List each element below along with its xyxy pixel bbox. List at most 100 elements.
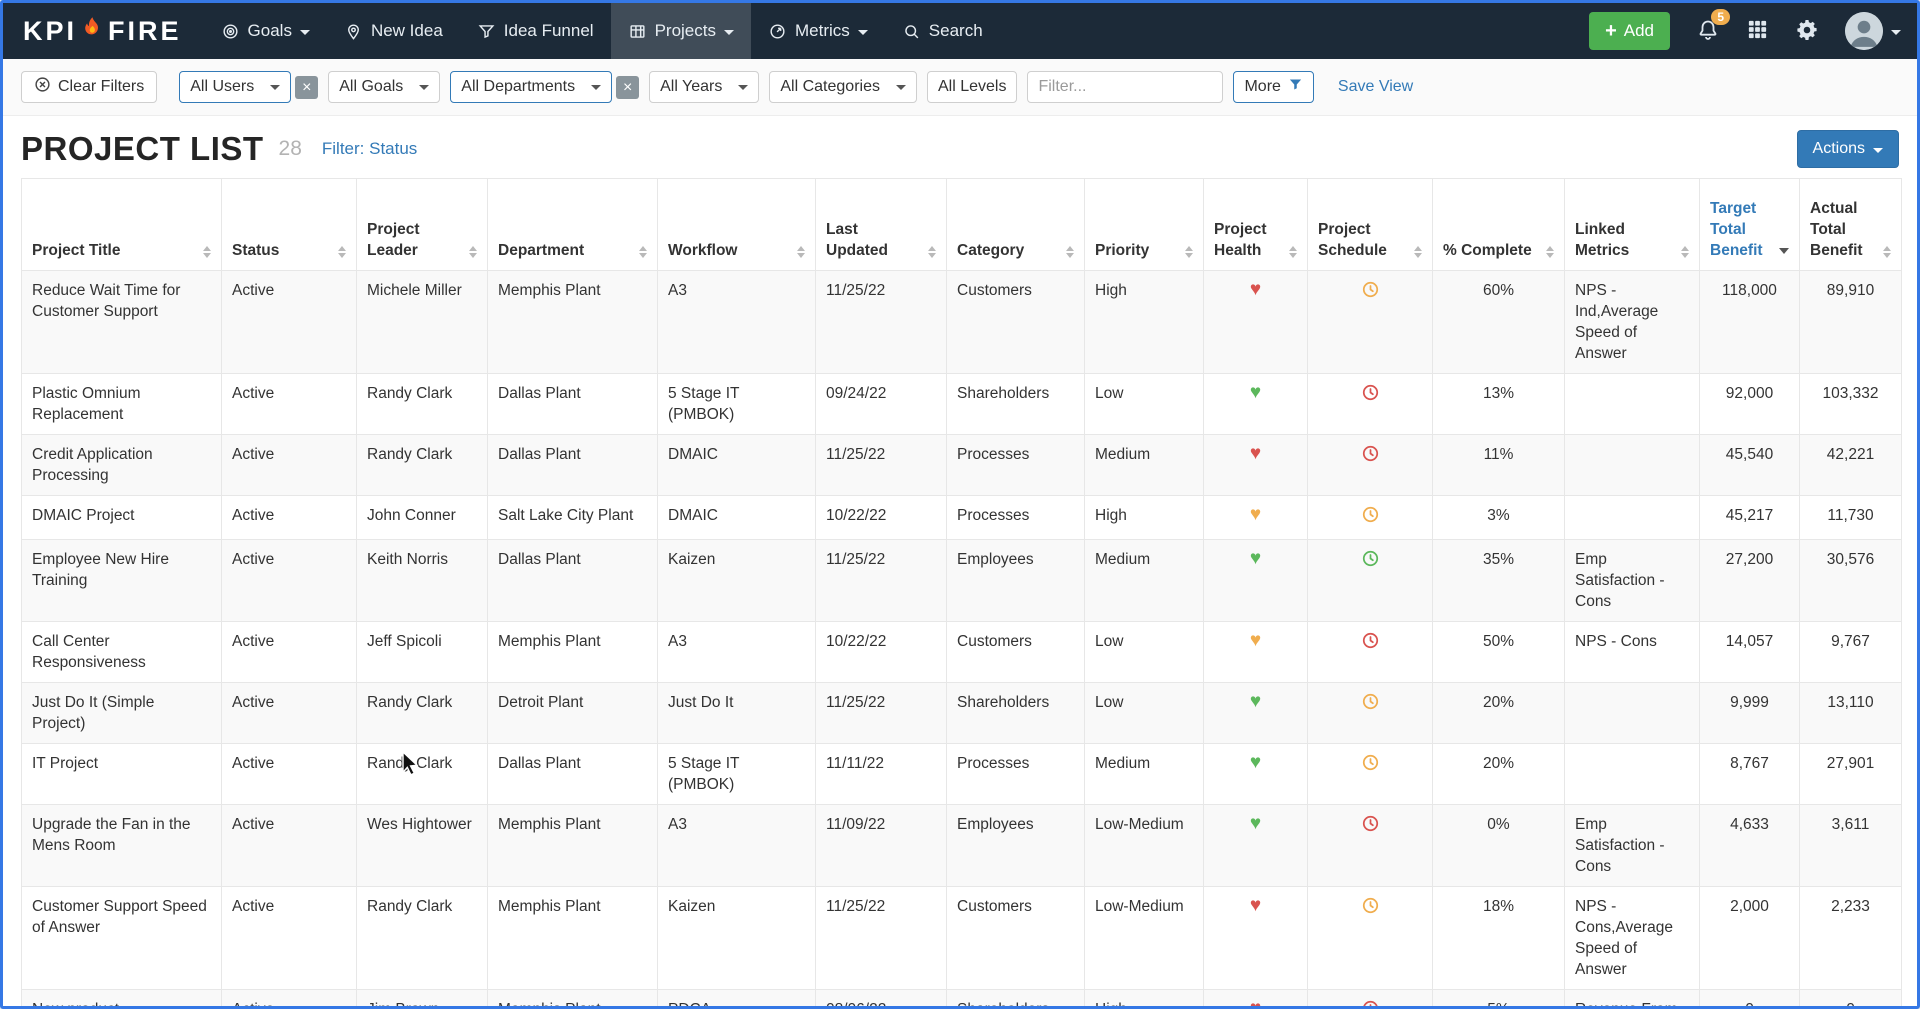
project-row[interactable]: Upgrade the Fan in the Mens Room Active … [21, 804, 1902, 887]
main-navigation: Goals New Idea Idea Funnel Projects [204, 3, 1000, 59]
cell-project-title[interactable]: Customer Support Speed of Answer [21, 886, 222, 990]
cell-project-title[interactable]: Upgrade the Fan in the Mens Room [21, 804, 222, 887]
sort-icon[interactable] [1681, 246, 1689, 261]
cell-project-title[interactable]: Plastic Omnium Replacement [21, 373, 222, 435]
project-row[interactable]: Customer Support Speed of Answer Active … [21, 886, 1902, 990]
sort-icon[interactable] [338, 246, 346, 261]
project-schedule-clock-icon[interactable] [1361, 444, 1380, 463]
project-health-heart-icon[interactable]: ♥ [1249, 443, 1262, 464]
nav-idea-funnel[interactable]: Idea Funnel [460, 3, 611, 59]
settings-button[interactable] [1795, 18, 1819, 45]
project-health-heart-icon[interactable]: ♥ [1249, 382, 1262, 403]
sort-icon[interactable] [1779, 248, 1789, 261]
column-header[interactable]: Target Total Benefit [1699, 178, 1800, 271]
sort-icon[interactable] [469, 246, 477, 261]
cell-project-title[interactable]: New product development Project [21, 989, 222, 1006]
column-header[interactable]: % Complete [1432, 178, 1565, 271]
project-row[interactable]: Employee New Hire Training Active Keith … [21, 539, 1902, 622]
project-row[interactable]: Call Center Responsiveness Active Jeff S… [21, 621, 1902, 683]
sort-icon[interactable] [1185, 246, 1193, 261]
sort-icon[interactable] [639, 246, 647, 261]
sort-icon[interactable] [1066, 246, 1074, 261]
cell-project-title[interactable]: Credit Application Processing [21, 434, 222, 496]
add-button[interactable]: + Add [1589, 12, 1670, 50]
sort-icon[interactable] [1289, 246, 1297, 261]
cell-project-title[interactable]: Reduce Wait Time for Customer Support [21, 270, 222, 374]
project-row[interactable]: DMAIC Project Active John Conner Salt La… [21, 495, 1902, 540]
nav-metrics[interactable]: Metrics [751, 3, 885, 59]
sort-icon[interactable] [203, 246, 211, 261]
project-row[interactable]: New product development Project Active J… [21, 989, 1902, 1009]
users-filter-select[interactable]: All Users [179, 71, 292, 103]
column-header[interactable]: Priority [1084, 178, 1204, 271]
project-schedule-clock-icon[interactable] [1361, 753, 1380, 772]
project-health-heart-icon[interactable]: ♥ [1249, 279, 1262, 300]
user-menu[interactable] [1845, 12, 1901, 50]
actions-button[interactable]: Actions [1796, 130, 1899, 168]
project-schedule-clock-icon[interactable] [1361, 280, 1380, 299]
project-row[interactable]: Plastic Omnium Replacement Active Randy … [21, 373, 1902, 435]
project-row[interactable]: IT Project Active Randy Clark Dallas Pla… [21, 743, 1902, 805]
goals-filter-select[interactable]: All Goals [328, 71, 441, 103]
project-schedule-clock-icon[interactable] [1361, 549, 1380, 568]
column-header[interactable]: Actual Total Benefit [1799, 178, 1902, 271]
project-schedule-clock-icon[interactable] [1361, 505, 1380, 524]
project-row[interactable]: Credit Application Processing Active Ran… [21, 434, 1902, 496]
column-header[interactable]: Project Schedule [1307, 178, 1433, 271]
cell-project-title[interactable]: Employee New Hire Training [21, 539, 222, 622]
years-filter-select[interactable]: All Years [649, 71, 760, 103]
column-header[interactable]: Department [487, 178, 658, 271]
column-header[interactable]: Workflow [657, 178, 816, 271]
project-health-heart-icon[interactable]: ♥ [1249, 630, 1262, 651]
project-health-heart-icon[interactable]: ♥ [1249, 998, 1262, 1009]
project-schedule-clock-icon[interactable] [1361, 896, 1380, 915]
column-header[interactable]: Category [946, 178, 1085, 271]
sort-icon[interactable] [928, 246, 936, 261]
column-header[interactable]: Project Leader [356, 178, 488, 271]
notifications-button[interactable]: 5 [1696, 8, 1730, 45]
cell-project-title[interactable]: DMAIC Project [21, 495, 222, 540]
sort-icon[interactable] [1883, 246, 1891, 261]
project-schedule-clock-icon[interactable] [1361, 692, 1380, 711]
project-row[interactable]: Just Do It (Simple Project) Active Randy… [21, 682, 1902, 744]
project-schedule-clock-icon[interactable] [1361, 999, 1380, 1006]
nav-new-idea[interactable]: New Idea [327, 3, 460, 59]
cell-project-title[interactable]: IT Project [21, 743, 222, 805]
column-header[interactable]: Linked Metrics [1564, 178, 1700, 271]
sort-icon[interactable] [1414, 246, 1422, 261]
departments-filter-select[interactable]: All Departments [450, 71, 613, 103]
more-filters-button[interactable]: More [1233, 71, 1314, 103]
active-filter-info[interactable]: Filter: Status [321, 139, 418, 158]
sort-icon[interactable] [1546, 246, 1554, 261]
clear-departments-filter-button[interactable]: × [616, 75, 640, 99]
column-header[interactable]: Project Health [1203, 178, 1308, 271]
cell-project-title[interactable]: Just Do It (Simple Project) [21, 682, 222, 744]
cell-project-title[interactable]: Call Center Responsiveness [21, 621, 222, 683]
column-header[interactable]: Status [221, 178, 357, 271]
clear-users-filter-button[interactable]: × [295, 75, 319, 99]
project-schedule-clock-icon[interactable] [1361, 814, 1380, 833]
project-schedule-clock-icon[interactable] [1361, 383, 1380, 402]
categories-filter-select[interactable]: All Categories [769, 71, 917, 103]
clear-filters-button[interactable]: Clear Filters [21, 71, 158, 103]
project-schedule-clock-icon[interactable] [1361, 631, 1380, 650]
save-view-link[interactable]: Save View [1337, 78, 1414, 95]
nav-search[interactable]: Search [885, 3, 1000, 59]
project-health-heart-icon[interactable]: ♥ [1249, 813, 1262, 834]
sort-icon[interactable] [797, 246, 805, 261]
nav-projects[interactable]: Projects [610, 3, 751, 59]
project-health-heart-icon[interactable]: ♥ [1249, 548, 1262, 569]
filter-text-input[interactable] [1027, 71, 1224, 103]
column-header[interactable]: Project Title [21, 178, 222, 271]
project-row[interactable]: Reduce Wait Time for Customer Support Ac… [21, 270, 1902, 374]
project-health-heart-icon[interactable]: ♥ [1249, 752, 1262, 773]
levels-filter-button[interactable]: All Levels [926, 71, 1018, 103]
kpifire-logo[interactable]: KPI FIRE [3, 3, 204, 59]
column-header[interactable]: Last Updated [815, 178, 947, 271]
project-health-heart-icon[interactable]: ♥ [1249, 895, 1262, 916]
project-health-heart-icon[interactable]: ♥ [1249, 504, 1262, 525]
nav-goals[interactable]: Goals [204, 3, 327, 59]
apps-menu-button[interactable] [1746, 18, 1769, 44]
project-health-heart-icon[interactable]: ♥ [1249, 691, 1262, 712]
